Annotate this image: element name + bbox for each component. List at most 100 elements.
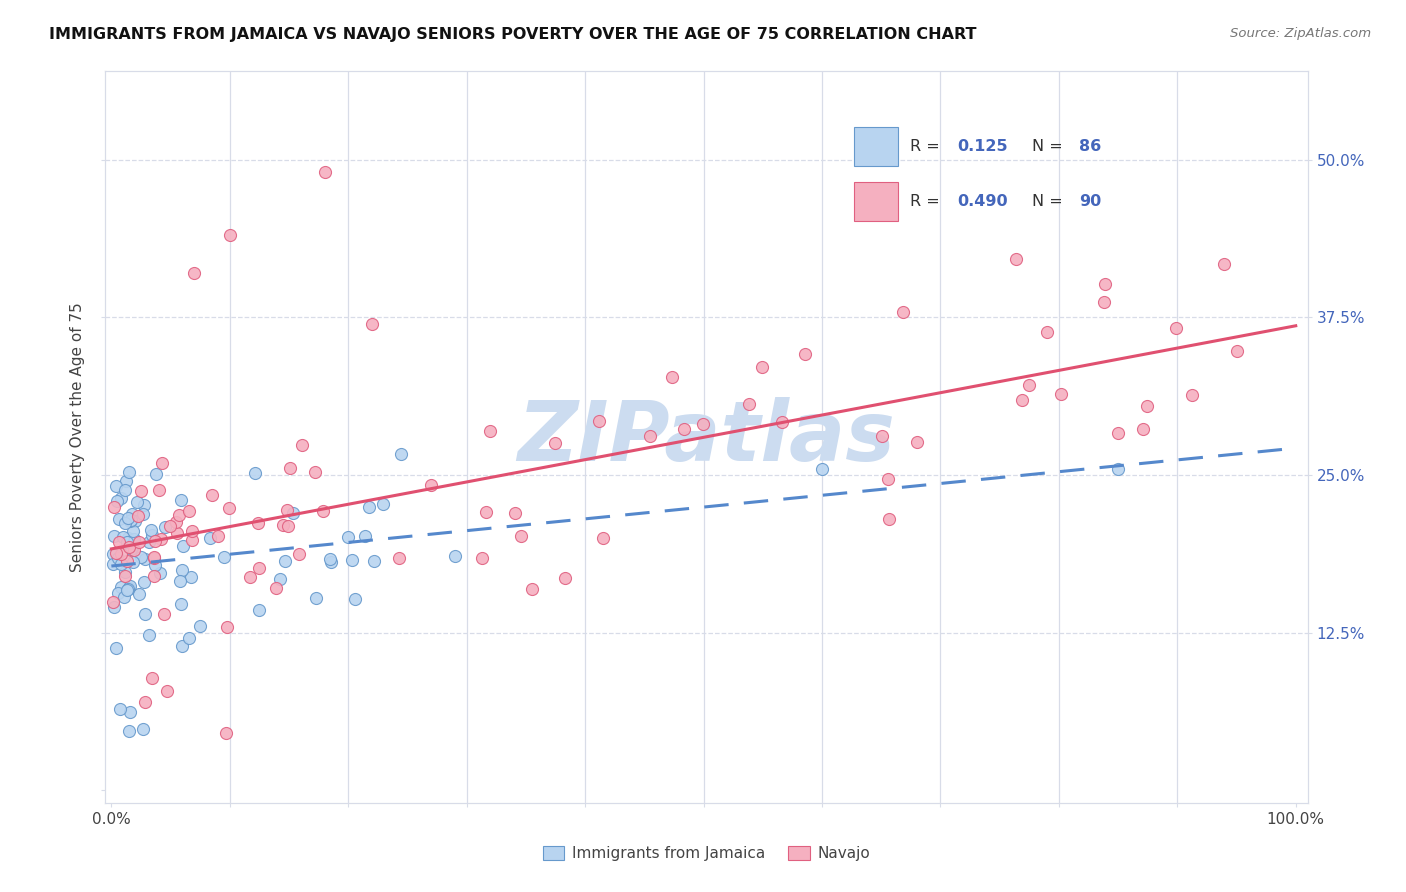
Point xyxy=(129,484,152,499)
Point xyxy=(363,554,385,568)
Point xyxy=(170,597,193,611)
Point xyxy=(132,507,155,521)
Point xyxy=(110,491,132,505)
Point xyxy=(1005,252,1028,267)
Point xyxy=(283,506,305,520)
Point xyxy=(340,552,363,566)
Point xyxy=(165,515,187,529)
Point xyxy=(246,516,269,530)
Point xyxy=(201,488,224,502)
Point xyxy=(138,628,160,642)
Point xyxy=(167,508,190,522)
Point xyxy=(638,428,661,442)
Point xyxy=(103,595,125,609)
Point xyxy=(118,541,141,555)
Point xyxy=(592,531,614,545)
Point xyxy=(1011,392,1033,407)
Point xyxy=(503,507,526,521)
Point xyxy=(128,587,150,601)
Point xyxy=(215,726,238,740)
Point xyxy=(1018,378,1040,392)
Point xyxy=(117,554,139,568)
Point xyxy=(117,511,139,525)
Point xyxy=(312,504,335,518)
Point xyxy=(357,500,380,514)
Point xyxy=(770,415,793,429)
Point xyxy=(1212,257,1234,271)
Point xyxy=(125,495,148,509)
Point xyxy=(188,619,211,633)
Point xyxy=(354,528,377,542)
Point xyxy=(141,671,163,685)
Point xyxy=(128,535,150,549)
Point xyxy=(751,359,773,374)
Point xyxy=(522,582,544,596)
Text: IMMIGRANTS FROM JAMAICA VS NAVAJO SENIORS POVERTY OVER THE AGE OF 75 CORRELATION: IMMIGRANTS FROM JAMAICA VS NAVAJO SENIOR… xyxy=(49,27,977,42)
Point xyxy=(266,581,288,595)
Point xyxy=(108,534,131,549)
Point xyxy=(153,607,176,621)
Point xyxy=(1036,325,1059,339)
Point xyxy=(105,493,128,508)
Point xyxy=(1166,320,1188,334)
Point xyxy=(276,503,298,517)
Point xyxy=(214,550,236,565)
Point xyxy=(145,467,167,482)
Point xyxy=(141,523,163,537)
Point xyxy=(166,525,188,540)
Point xyxy=(794,347,817,361)
Point xyxy=(276,519,298,533)
Point xyxy=(371,497,394,511)
Point xyxy=(143,533,166,548)
Point xyxy=(180,524,202,538)
Point xyxy=(114,565,136,579)
Point xyxy=(177,631,200,645)
Point xyxy=(673,422,696,436)
Point xyxy=(103,547,125,561)
Point xyxy=(870,428,893,442)
Point xyxy=(179,504,201,518)
Point xyxy=(122,524,145,538)
Point xyxy=(239,569,262,583)
Point xyxy=(1094,277,1116,292)
Point xyxy=(661,370,683,384)
Point xyxy=(111,530,134,544)
Point xyxy=(122,543,145,558)
Point xyxy=(1226,344,1249,359)
Point xyxy=(121,541,143,555)
Point xyxy=(143,550,166,565)
Point xyxy=(134,607,156,621)
Point xyxy=(245,467,267,481)
Point xyxy=(110,557,132,571)
Point xyxy=(1181,387,1204,401)
Point xyxy=(170,493,193,508)
Point xyxy=(1136,399,1159,413)
Point xyxy=(554,571,576,585)
Point xyxy=(218,228,240,243)
Point xyxy=(207,529,229,543)
Point xyxy=(118,514,141,528)
Text: Source: ZipAtlas.com: Source: ZipAtlas.com xyxy=(1230,27,1371,40)
Point xyxy=(121,507,143,521)
Point xyxy=(218,501,240,516)
Point xyxy=(692,417,714,431)
Point xyxy=(132,498,155,512)
Point xyxy=(138,534,160,549)
Point xyxy=(304,465,326,479)
Point xyxy=(180,570,202,584)
Point xyxy=(183,266,205,280)
Point xyxy=(143,558,166,572)
Point xyxy=(247,561,270,575)
Point xyxy=(181,533,204,548)
Point xyxy=(115,535,138,549)
Point xyxy=(104,546,127,560)
Point xyxy=(419,477,441,491)
Point xyxy=(509,529,531,543)
Point xyxy=(143,569,166,583)
Point xyxy=(169,574,191,589)
Point xyxy=(122,555,145,569)
Point xyxy=(319,551,342,566)
Point xyxy=(110,702,132,716)
Point xyxy=(1107,426,1129,441)
Point xyxy=(475,505,498,519)
